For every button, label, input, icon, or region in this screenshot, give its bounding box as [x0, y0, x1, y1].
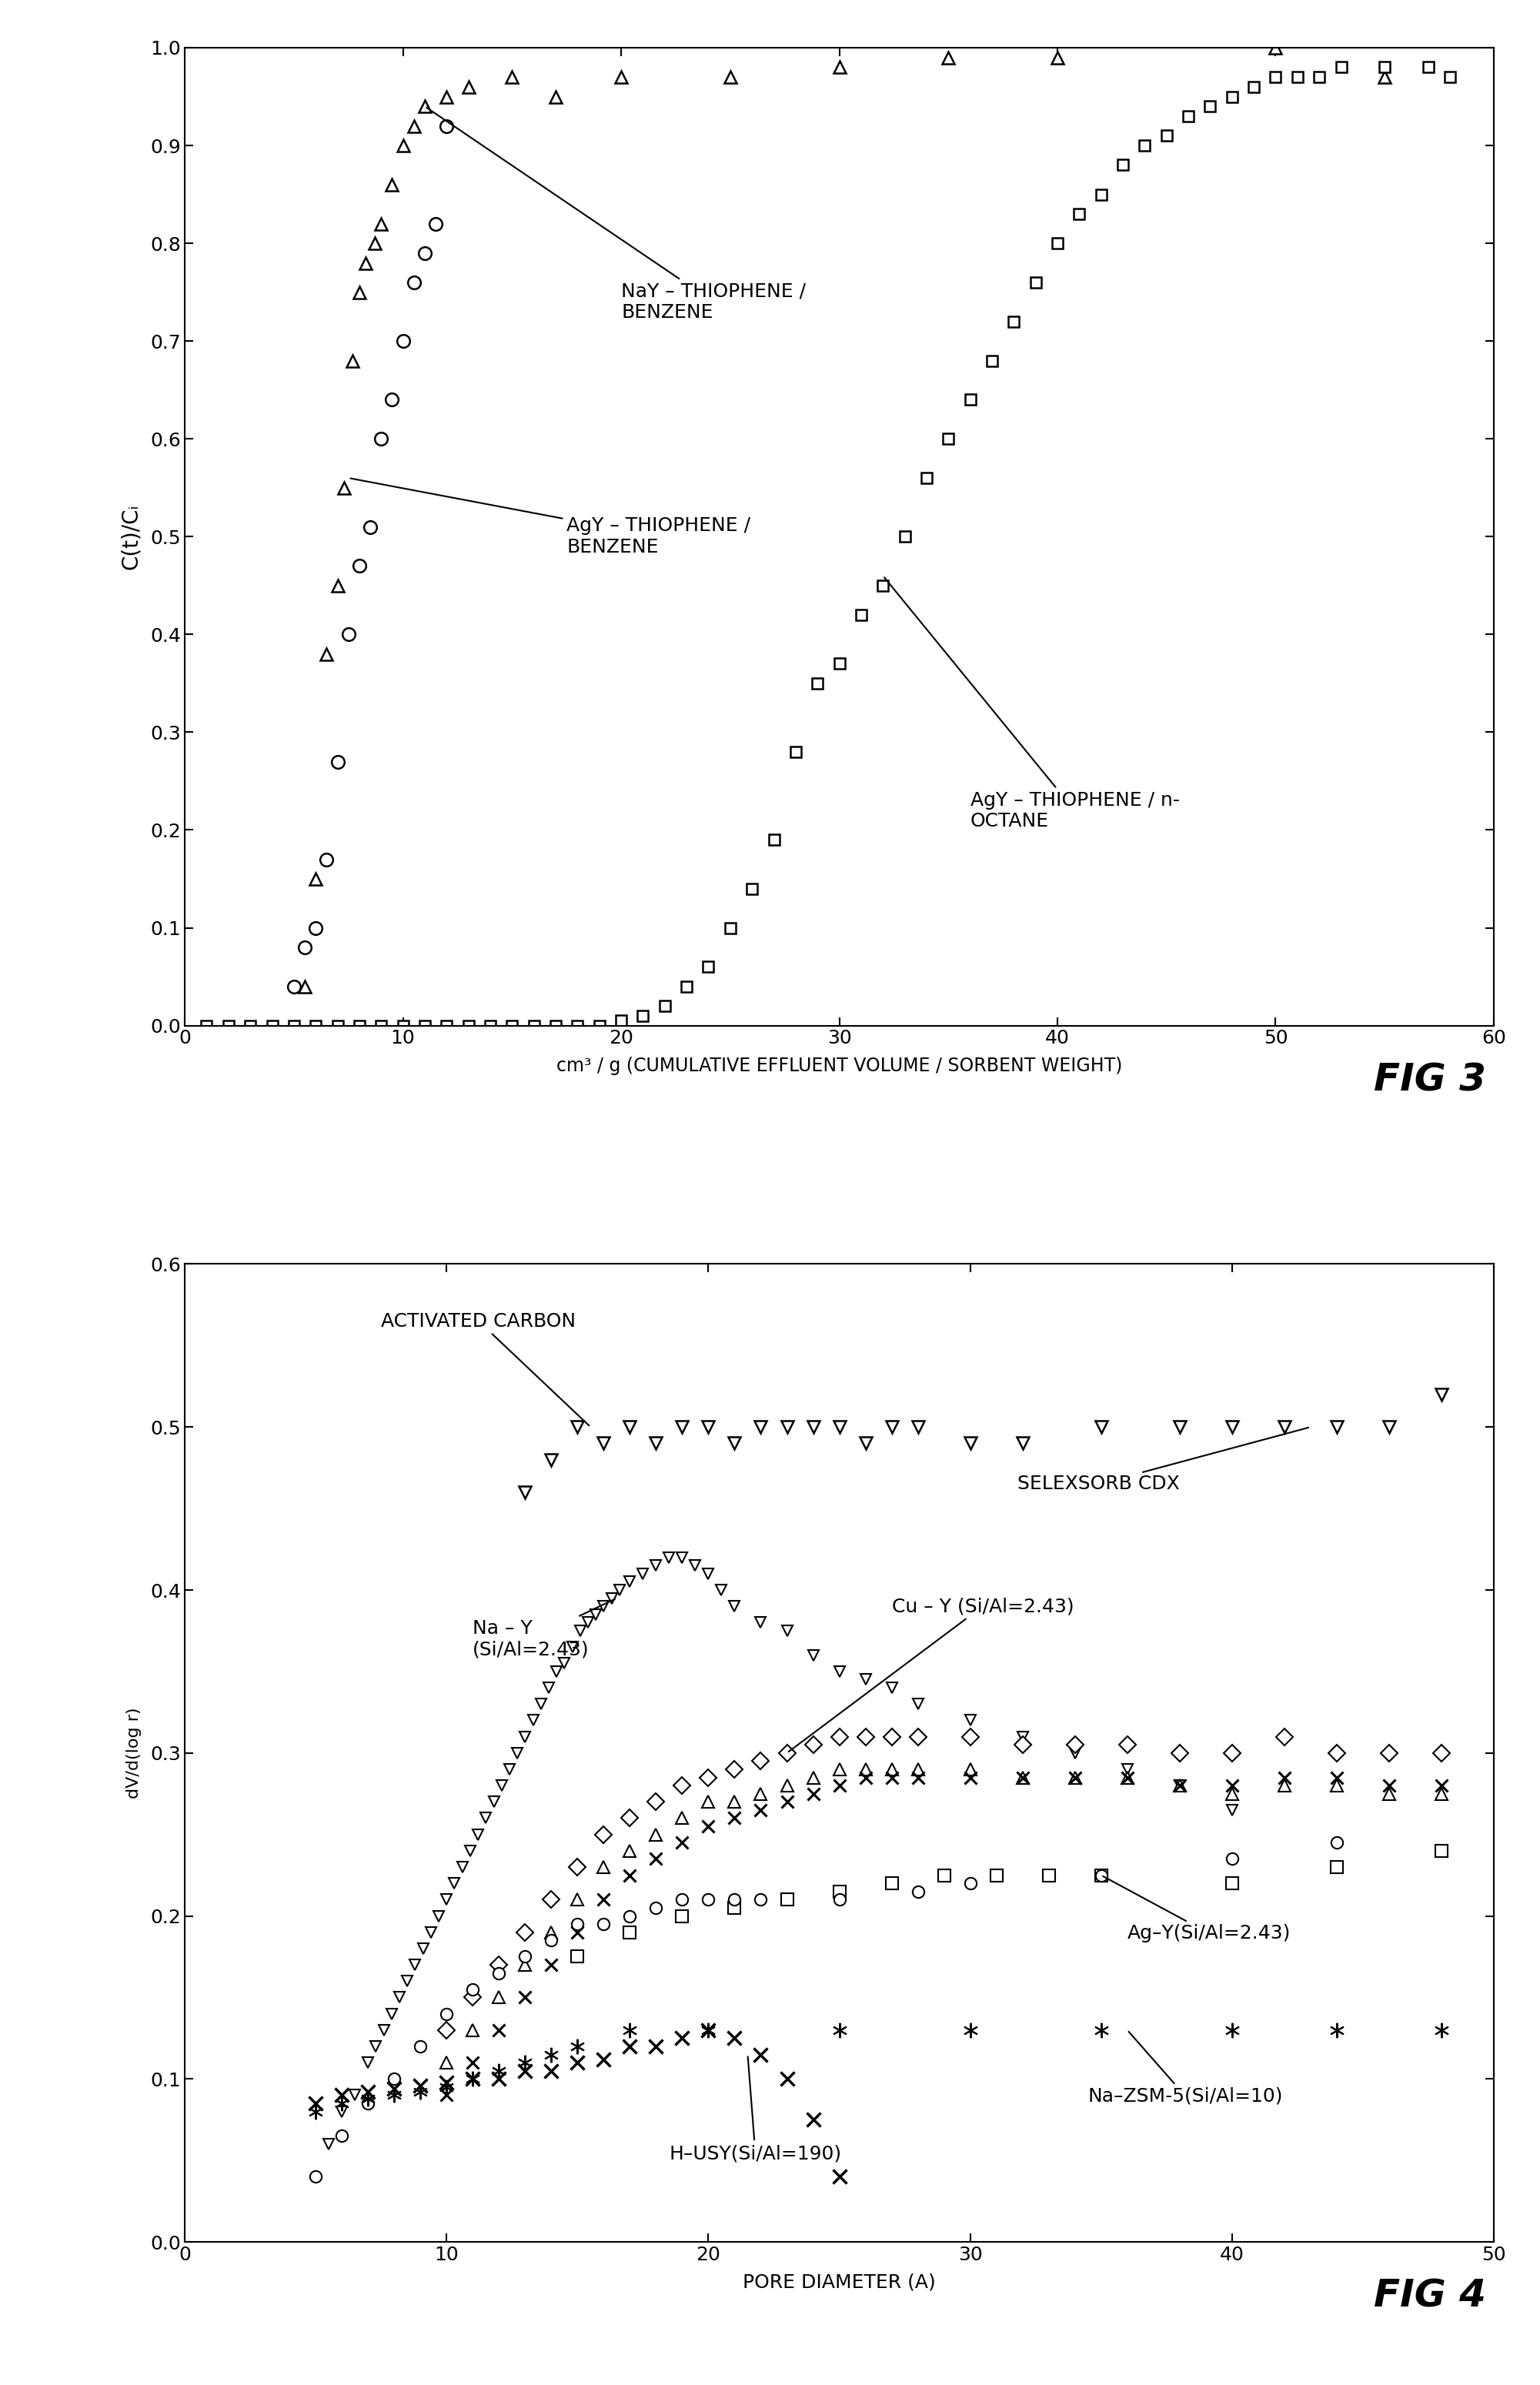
Text: AgY – THIOPHENE / n-
OCTANE: AgY – THIOPHENE / n- OCTANE — [884, 577, 1180, 830]
Text: NaY – THIOPHENE /
BENZENE: NaY – THIOPHENE / BENZENE — [427, 107, 805, 322]
X-axis label: PORE DIAMETER (A): PORE DIAMETER (A) — [742, 2273, 936, 2292]
Text: AgY – THIOPHENE /
BENZENE: AgY – THIOPHENE / BENZENE — [351, 479, 750, 556]
Text: ACTIVATED CARBON: ACTIVATED CARBON — [382, 1312, 588, 1426]
Text: H–USY(Si/Al=190): H–USY(Si/Al=190) — [670, 2056, 842, 2163]
Text: Na–ZSM-5(Si/Al=10): Na–ZSM-5(Si/Al=10) — [1089, 2032, 1283, 2106]
Text: SELEXSORB CDX: SELEXSORB CDX — [1018, 1429, 1309, 1493]
Text: FIG 3: FIG 3 — [1374, 1061, 1486, 1097]
Text: FIG 4: FIG 4 — [1374, 2278, 1486, 2313]
Text: Cu – Y (Si/Al=2.43): Cu – Y (Si/Al=2.43) — [788, 1598, 1073, 1751]
Text: Na – Y
(Si/Al=2.43): Na – Y (Si/Al=2.43) — [473, 1598, 614, 1660]
Y-axis label: dV/d(log r): dV/d(log r) — [126, 1708, 142, 1798]
X-axis label: cm³ / g (CUMULATIVE EFFLUENT VOLUME / SORBENT WEIGHT): cm³ / g (CUMULATIVE EFFLUENT VOLUME / SO… — [556, 1057, 1123, 1076]
Y-axis label: C(t)/Cᵢ: C(t)/Cᵢ — [120, 503, 142, 570]
Text: Ag–Y(Si/Al=2.43): Ag–Y(Si/Al=2.43) — [1103, 1877, 1291, 1941]
